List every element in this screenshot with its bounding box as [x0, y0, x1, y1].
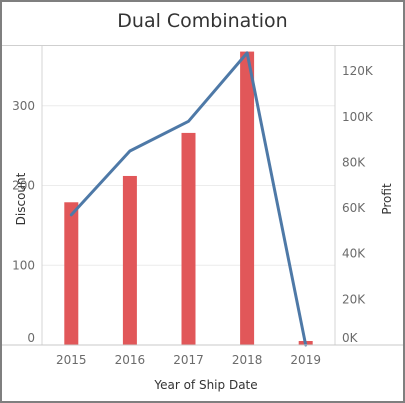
y-right-tick-label: 120K: [342, 64, 374, 78]
y-left-tick-label: 0: [27, 331, 35, 345]
x-tick-label: 2018: [232, 353, 263, 367]
x-tick-label: 2015: [56, 353, 87, 367]
y-left-tick-label: 200: [12, 179, 35, 193]
profit-point-2018: [246, 52, 248, 54]
x-tick-label: 2017: [173, 353, 204, 367]
profit-point-2017: [188, 120, 189, 122]
y-right-tick-label: 60K: [342, 201, 366, 215]
y-right-tick-label: 40K: [342, 247, 366, 261]
bar-2016: [122, 175, 137, 345]
y-right-tick-label: 100K: [342, 110, 374, 124]
profit-point-2015: [70, 214, 72, 216]
chart-title: Dual Combination: [117, 10, 288, 32]
x-axis-label: Year of Ship Date: [153, 378, 257, 392]
bar-2017: [181, 132, 196, 345]
y-left-tick-label: 100: [12, 258, 35, 272]
y-left-tick-label: 300: [12, 99, 35, 113]
y-axis-right-label: Profit: [380, 183, 394, 215]
discount-bars: [64, 51, 313, 346]
y-right-tick-label: 80K: [342, 155, 366, 169]
bar-2018: [240, 51, 255, 346]
title-divider: [2, 45, 403, 46]
tick-labels: 2015 2016 2017 2018 2019 0 100 200 300 0K 20K 40K 60…: [12, 64, 374, 367]
x-tick-label: 2016: [115, 353, 146, 367]
y-axis-left-label: Discount: [14, 172, 28, 225]
bar-2015: [64, 202, 79, 345]
axes: [2, 46, 403, 346]
profit-point-2016: [129, 150, 131, 152]
y-right-tick-label: 20K: [342, 292, 366, 306]
x-tick-label: 2019: [290, 353, 321, 367]
y-right-tick-label: 0K: [342, 331, 359, 345]
